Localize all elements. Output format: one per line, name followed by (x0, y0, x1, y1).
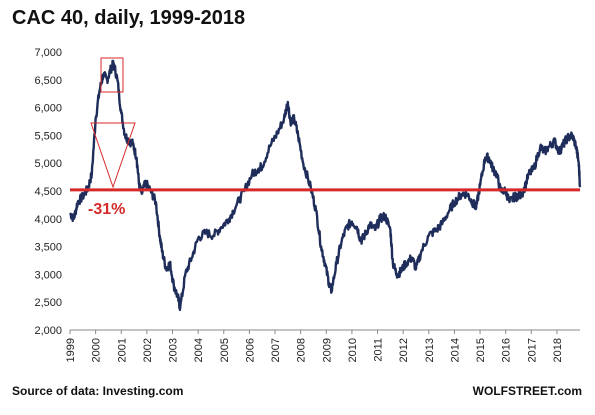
y-axis: 2,000 2,500 3,000 3,500 4,000 4,500 5,000 5,500… (34, 47, 62, 337)
drop-percent-label: -31% (88, 201, 125, 218)
x-tick-label: 2006 (244, 338, 256, 362)
y-tick-label: 3,000 (34, 269, 62, 281)
source-note: Source of data: Investing.com (12, 384, 183, 398)
y-tick-label: 7,000 (34, 47, 62, 59)
x-tick-label: 2000 (91, 338, 103, 362)
x-tick-label: 2003 (168, 338, 180, 362)
x-tick-label: 2017 (526, 338, 538, 362)
x-tick-label: 2013 (424, 338, 436, 362)
y-tick-label: 2,000 (34, 325, 62, 337)
x-tick-label: 2005 (219, 338, 231, 362)
y-tick-label: 4,500 (34, 186, 62, 198)
x-tick-label: 2016 (501, 338, 513, 362)
y-tick-label: 4,000 (34, 214, 62, 226)
x-tick-label: 2007 (270, 338, 282, 362)
x-tick-label: 2011 (373, 338, 385, 362)
x-tick-label: 2009 (321, 338, 333, 362)
y-tick-label: 5,500 (34, 130, 62, 142)
x-tick-label: 2010 (347, 338, 359, 362)
series-layer (68, 59, 582, 312)
x-tick-label: 2012 (398, 338, 410, 362)
drop-triangle (90, 122, 136, 189)
y-tick-label: 3,500 (34, 242, 62, 254)
x-tick-label: 2008 (296, 338, 308, 362)
x-tick-label: 1999 (65, 338, 77, 362)
x-axis: 1999 2000 2001 2002 2003 2004 2005 2006 2007 2008… (65, 330, 564, 362)
x-tick-label: 2018 (552, 338, 564, 362)
x-tick-label: 2004 (193, 338, 205, 362)
y-tick-label: 6,500 (34, 75, 62, 87)
x-tick-label: 2014 (449, 338, 461, 362)
x-tick-label: 2002 (142, 338, 154, 362)
y-tick-label: 2,500 (34, 297, 62, 309)
chart-title: CAC 40, daily, 1999-2018 (12, 7, 245, 29)
x-tick-label: 2001 (116, 338, 128, 362)
y-tick-label: 6,000 (34, 103, 62, 115)
y-tick-label: 5,000 (34, 158, 62, 170)
peak-box (100, 57, 124, 93)
x-tick-label: 2015 (475, 338, 487, 362)
annotation-layer: -31% (88, 57, 136, 218)
series-line (68, 59, 582, 312)
brand-label: WOLFSTREET.com (473, 384, 582, 398)
